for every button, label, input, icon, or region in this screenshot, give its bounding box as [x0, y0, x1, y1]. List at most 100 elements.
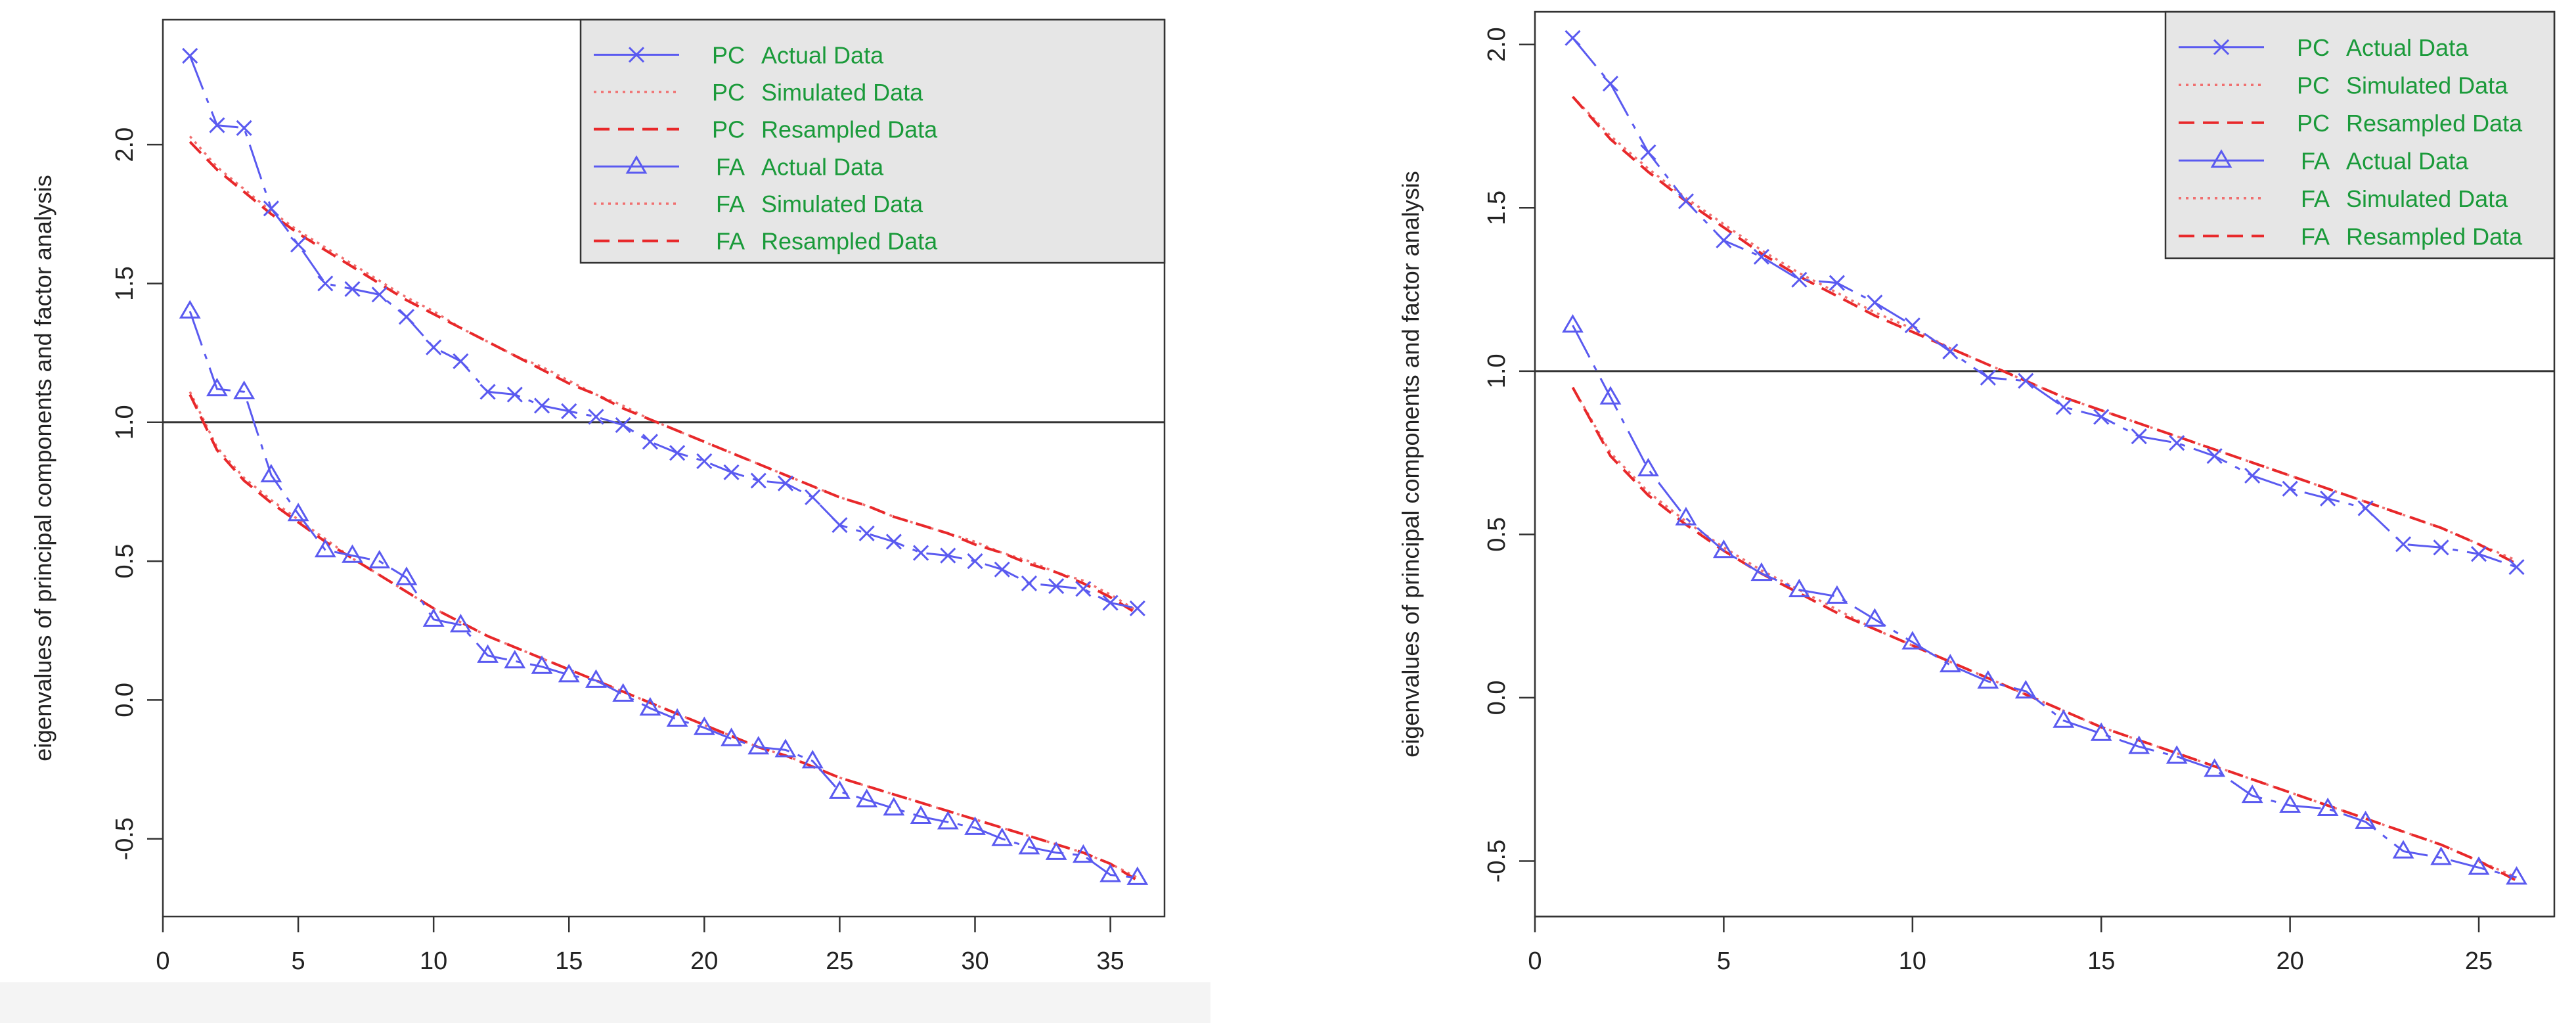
pc-actual-point: [1129, 600, 1145, 616]
fa-actual-point: [747, 736, 770, 755]
pc-actual-point: [588, 409, 604, 425]
fa-actual-point: [1863, 608, 1886, 627]
legend-label: Resampled Data: [2346, 110, 2523, 137]
fa-actual-point: [1750, 562, 1773, 581]
fa-actual-point: [2165, 745, 2188, 764]
pc-actual-point: [479, 384, 496, 400]
panel-bottom-shade: [0, 982, 1210, 1023]
pc-actual-point: [1565, 30, 1581, 46]
y-axis-label: eigenvalues of principal components and …: [30, 175, 56, 762]
left-chart-panel: -0.5 0.0 0.5 1.0 1.5 2.0 0 5 10 15 20 25 30 35 eigenva…: [0, 18, 1210, 1023]
pc-actual-point: [533, 398, 550, 414]
fa-actual-point: [1562, 314, 1584, 333]
pc-actual-point: [453, 353, 469, 369]
pc-actual-point: [1048, 578, 1065, 595]
pc-actual-point: [2131, 428, 2147, 445]
fa-actual-point: [504, 650, 526, 669]
pc-actual-point: [1867, 294, 1883, 311]
pc-actual-point: [696, 453, 713, 469]
pc-actual-point: [1791, 271, 1808, 288]
y-axis-label: eigenvalues of principal components and …: [1397, 171, 1424, 758]
pc-actual-point: [750, 472, 766, 489]
series-line-fa-simulated-data: [1571, 386, 2518, 878]
legend-prefix: FA: [2301, 147, 2330, 174]
legend-box: [579, 18, 1166, 264]
pc-actual-point: [2470, 546, 2487, 562]
fa-actual-point: [2014, 679, 2037, 699]
y-tick-label: 1.0: [111, 405, 139, 440]
fa-actual-point: [2204, 758, 2226, 777]
pc-actual-point: [1942, 343, 1959, 360]
fa-actual-point: [2053, 709, 2075, 728]
pc-actual-point: [2093, 409, 2110, 425]
pc-actual-point: [2018, 373, 2034, 389]
fa-actual-point: [260, 463, 282, 483]
x-tick-label: 5: [1717, 947, 1731, 975]
fa-actual-point: [828, 780, 851, 799]
fa-actual-point: [2468, 856, 2490, 875]
legend-label: Actual Data: [2346, 147, 2469, 174]
pc-actual-point: [2357, 500, 2374, 516]
fa-actual-point: [666, 708, 688, 727]
y-tick-label: -0.5: [111, 817, 139, 860]
fa-actual-point: [2506, 866, 2527, 885]
pc-actual-point: [940, 547, 956, 564]
fa-actual-point: [1599, 386, 1622, 405]
pc-actual-point: [1102, 595, 1119, 611]
fa-actual-point: [801, 750, 824, 769]
fa-actual-point: [585, 669, 607, 688]
fa-actual-point: [206, 377, 228, 397]
y-tick-label: 2.0: [1483, 27, 1511, 62]
pc-actual-point: [2244, 467, 2261, 484]
pc-actual-point: [669, 445, 686, 461]
legend-label: Actual Data: [761, 41, 884, 68]
x-tick-label: 10: [420, 947, 447, 975]
legend-prefix: PC: [2297, 34, 2330, 61]
fa-actual-point: [1018, 836, 1040, 855]
legend-prefix: FA: [716, 153, 745, 180]
pc-actual-point: [209, 117, 225, 133]
fa-actual-point: [1637, 457, 1659, 477]
fa-actual-point: [1126, 866, 1149, 885]
legend-label: Simulated Data: [761, 191, 923, 217]
legend-label: Resampled Data: [2346, 223, 2523, 250]
y-tick-label: 2.0: [111, 127, 139, 162]
y-tick-label: 0.5: [111, 544, 139, 579]
fa-actual-point: [342, 544, 363, 563]
x-tick-label: 0: [1528, 947, 1542, 975]
legend-label: Actual Data: [2346, 34, 2469, 61]
pc-actual-point: [832, 517, 848, 534]
pc-actual-point: [236, 120, 252, 136]
y-tick-label: -0.5: [1483, 840, 1511, 882]
legend-prefix: FA: [2301, 185, 2330, 212]
fa-actual-point: [1099, 863, 1121, 882]
legend-prefix: FA: [716, 228, 745, 255]
pc-actual-point: [182, 47, 198, 64]
legend-x-marker: [628, 47, 645, 63]
y-tick-label: 0.5: [1483, 517, 1511, 552]
fa-actual-point: [449, 614, 472, 633]
legend-prefix: PC: [2297, 110, 2330, 137]
fa-actual-point: [477, 644, 499, 663]
pc-actual-point: [2282, 480, 2298, 497]
pc-actual-point: [1980, 369, 1996, 386]
pc-actual-point: [1753, 248, 1769, 265]
legend-label: Actual Data: [761, 153, 884, 180]
legend-label: Resampled Data: [761, 116, 938, 143]
x-tick-label: 20: [690, 947, 718, 975]
pc-actual-point: [344, 281, 361, 297]
pc-actual-point: [371, 286, 388, 303]
pc-actual-point: [912, 545, 929, 561]
x-tick-label: 5: [292, 947, 305, 975]
right-chart-panel: -0.5 0.0 0.5 1.0 1.5 2.0 0 5 10 15 20 25 eigenvalues…: [1397, 11, 2556, 975]
y-tick-label: 0.0: [1483, 681, 1511, 716]
pc-actual-point: [2055, 399, 2072, 415]
fa-actual-point: [422, 608, 445, 627]
pc-actual-point: [1021, 575, 1037, 591]
fa-actual-point: [1826, 585, 1848, 604]
pc-actual-point: [2395, 536, 2412, 553]
legend-box: [2164, 11, 2556, 260]
legend-prefix: PC: [2297, 72, 2330, 99]
fa-actual-point: [2430, 846, 2452, 865]
